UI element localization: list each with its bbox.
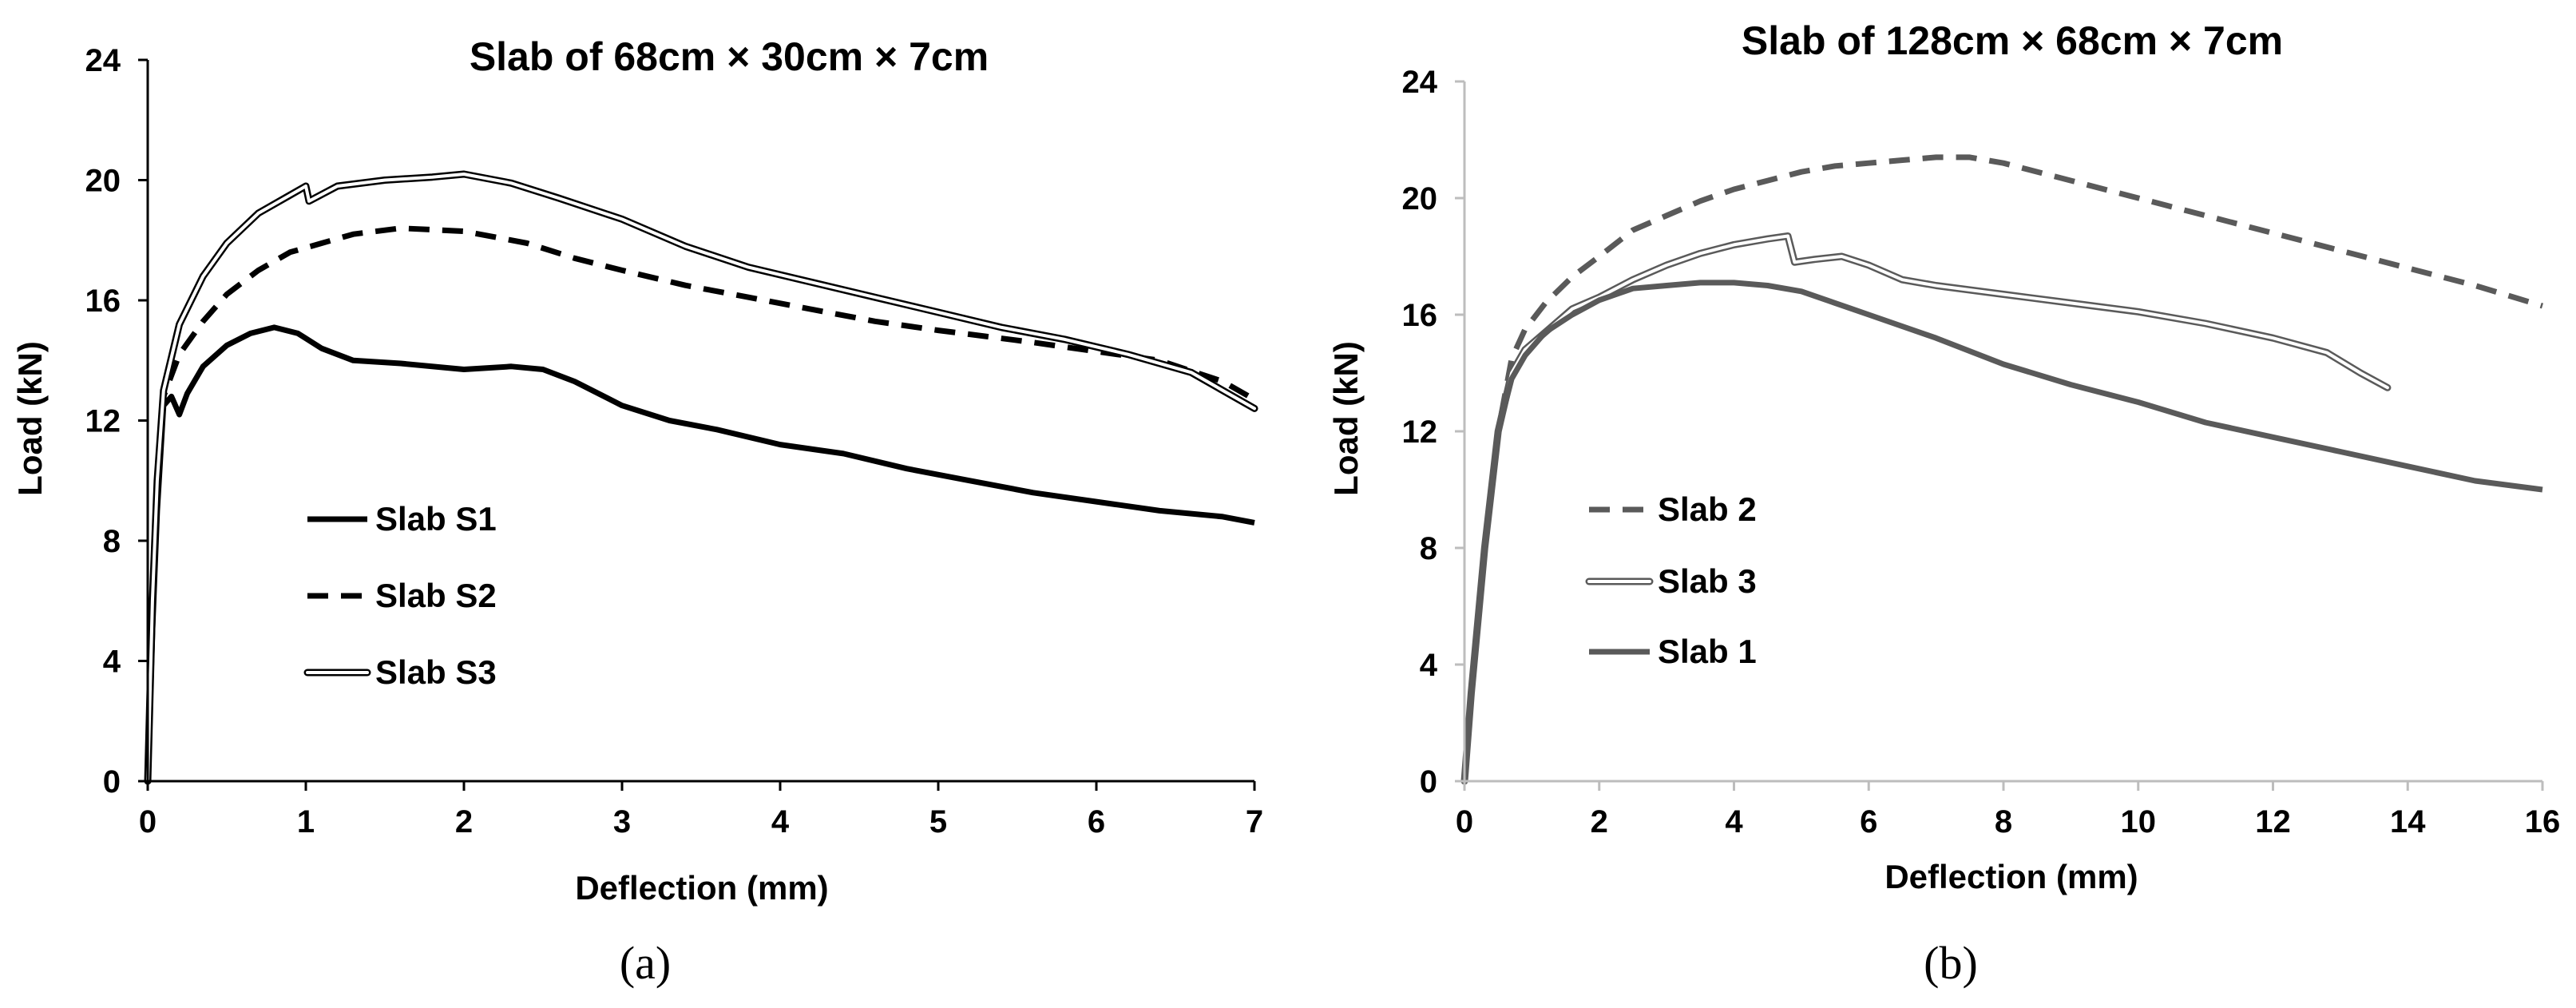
series-a-slab-s2 <box>145 225 1256 782</box>
legend-b-label-slab-3: Slab 3 <box>1658 562 1757 600</box>
chart-a-x-tick-label: 7 <box>1246 804 1263 839</box>
chart-b-legend: Slab 2 Slab 3 Slab 1 <box>1585 490 1757 670</box>
chart-b-y-tick-label: 0 <box>1420 764 1437 800</box>
chart-b-y-tick-label: 8 <box>1420 531 1437 566</box>
chart-a-y-tick-label: 12 <box>85 404 121 439</box>
chart-a-plot-area <box>144 170 1258 785</box>
chart-a-x-tick-label: 6 <box>1088 804 1105 839</box>
chart-b-x-tick-label: 0 <box>1456 804 1473 839</box>
series-a-slab-s1-line <box>145 324 1255 782</box>
chart-a-x-tick-label: 1 <box>297 804 315 839</box>
chart-a-title: Slab of 68cm × 30cm × 7cm <box>470 34 989 79</box>
chart-b-x-axis-title: Deflection (mm) <box>1884 858 2138 895</box>
series-a-slab-s1 <box>145 324 1255 782</box>
chart-b-x-tick-label: 12 <box>2255 804 2291 839</box>
chart-a-x-tick-label: 0 <box>139 804 157 839</box>
series-b-slab-2-line <box>1461 154 2544 782</box>
legend-a-label-slab-s3: Slab S3 <box>375 653 497 691</box>
chart-a-x-tick-label: 4 <box>771 804 790 839</box>
chart-b-x-tick-label: 16 <box>2525 804 2561 839</box>
chart-a-y-tick-label: 20 <box>85 164 121 199</box>
series-a-slab-s2-line <box>145 225 1256 782</box>
series-b-slab-1 <box>1461 280 2543 782</box>
chart-b-x-tick-label: 10 <box>2121 804 2157 839</box>
panel-a-label: (a) <box>620 937 671 989</box>
chart-a-y-tick-label: 24 <box>85 43 121 78</box>
chart-a-x-tick-label: 2 <box>455 804 473 839</box>
chart-b-y-tick-label: 4 <box>1420 648 1438 683</box>
legend-a-label-slab-s2: Slab S2 <box>375 577 497 614</box>
chart-b-plot-area <box>1460 154 2544 785</box>
series-b-slab-3 <box>1460 232 2392 785</box>
chart-a-y-axis-title: Load (kN) <box>11 341 49 496</box>
series-a-slab-s3 <box>144 170 1258 785</box>
chart-a-y-tick-label: 4 <box>103 645 121 680</box>
chart-b-y-axis-title: Load (kN) <box>1327 341 1365 496</box>
chart-b-y-tick-label: 16 <box>1402 298 1438 333</box>
chart-b-x-tick-label: 8 <box>1995 804 2012 839</box>
chart-b-y-tick-label: 20 <box>1402 181 1438 216</box>
chart-b-y-tick-label: 24 <box>1402 65 1438 100</box>
series-b-slab-2 <box>1461 154 2544 782</box>
chart-a-x-tick-label: 5 <box>929 804 947 839</box>
series-b-slab-1-line <box>1461 280 2543 782</box>
chart-a-x-axis-title: Deflection (mm) <box>575 869 828 907</box>
chart-a-legend: Slab S1 Slab S2 Slab S3 <box>303 500 497 691</box>
series-a-slab-s3-line-inner <box>146 173 1256 783</box>
series-b-slab-3-line-inner <box>1463 234 2389 783</box>
chart-b-x-tick-label: 6 <box>1860 804 1877 839</box>
legend-a-label-slab-s1: Slab S1 <box>375 500 497 538</box>
chart-b-y-tick-label: 12 <box>1402 415 1438 450</box>
chart-b-title: Slab of 128cm × 68cm × 7cm <box>1742 18 2283 63</box>
series-a-slab-s3-line-outline <box>144 170 1258 785</box>
chart-a-y-tick-label: 8 <box>103 524 121 559</box>
legend-b-label-slab-1: Slab 1 <box>1658 633 1757 670</box>
chart-a-y-tick-label: 0 <box>103 764 121 800</box>
chart-a-y-tick-label: 16 <box>85 284 121 319</box>
chart-b-x-tick-label: 4 <box>1725 804 1743 839</box>
legend-b-label-slab-2: Slab 2 <box>1658 490 1757 528</box>
chart-panel-b: Slab of 128cm × 68cm × 7cm 0 2 4 6 8 10 12 14 16… <box>1327 18 2560 989</box>
chart-b-x-tick-label: 2 <box>1591 804 1608 839</box>
chart-panel-a: Slab of 68cm × 30cm × 7cm 0 1 2 3 4 5 6 7048121… <box>11 34 1263 989</box>
panel-b-label: (b) <box>1924 937 1978 989</box>
chart-a-x-tick-label: 3 <box>613 804 631 839</box>
chart-b-x-tick-label: 14 <box>2390 804 2426 839</box>
